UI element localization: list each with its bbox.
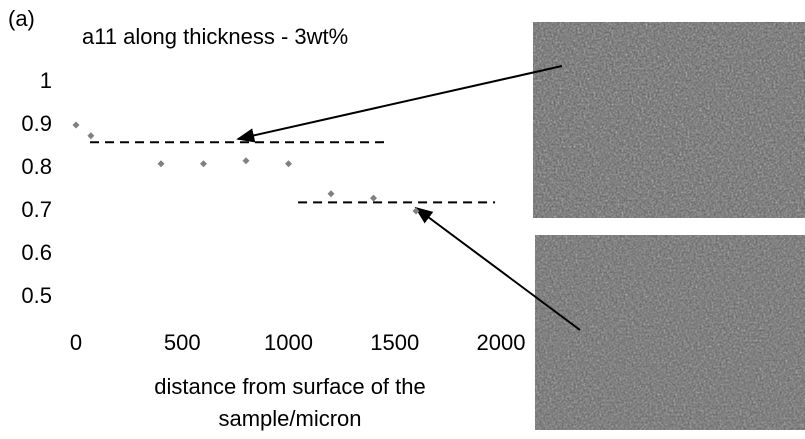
data-point — [242, 157, 250, 165]
data-point — [157, 160, 165, 168]
micrograph-bottom — [535, 235, 805, 430]
x-axis-label: distance from surface of the — [154, 374, 425, 399]
chart-title: a11 along thickness - 3wt% — [82, 24, 348, 49]
x-tick-label: 500 — [164, 330, 201, 355]
x-tick-label: 0 — [70, 330, 82, 355]
x-tick-label: 1500 — [370, 330, 419, 355]
data-point — [370, 194, 377, 202]
data-point — [200, 160, 207, 168]
data-point — [412, 207, 420, 215]
data-point — [87, 132, 95, 140]
y-tick-label: 0.9 — [21, 111, 52, 136]
y-tick-label: 0.8 — [21, 154, 52, 179]
x-axis-label: sample/micron — [218, 406, 361, 431]
arrow — [414, 206, 581, 331]
data-point — [72, 121, 80, 129]
y-tick-label: 0.6 — [21, 240, 52, 265]
data-point — [285, 160, 292, 168]
data-point — [327, 190, 335, 198]
micrograph-top — [533, 22, 805, 218]
x-tick-label: 2000 — [477, 330, 526, 355]
y-tick-label: 0.7 — [21, 197, 52, 222]
arrow — [236, 65, 563, 143]
x-tick-label: 1000 — [264, 330, 313, 355]
y-tick-label: 1 — [40, 68, 52, 93]
panel-label: (a) — [8, 6, 35, 31]
y-tick-label: 0.5 — [21, 283, 52, 308]
